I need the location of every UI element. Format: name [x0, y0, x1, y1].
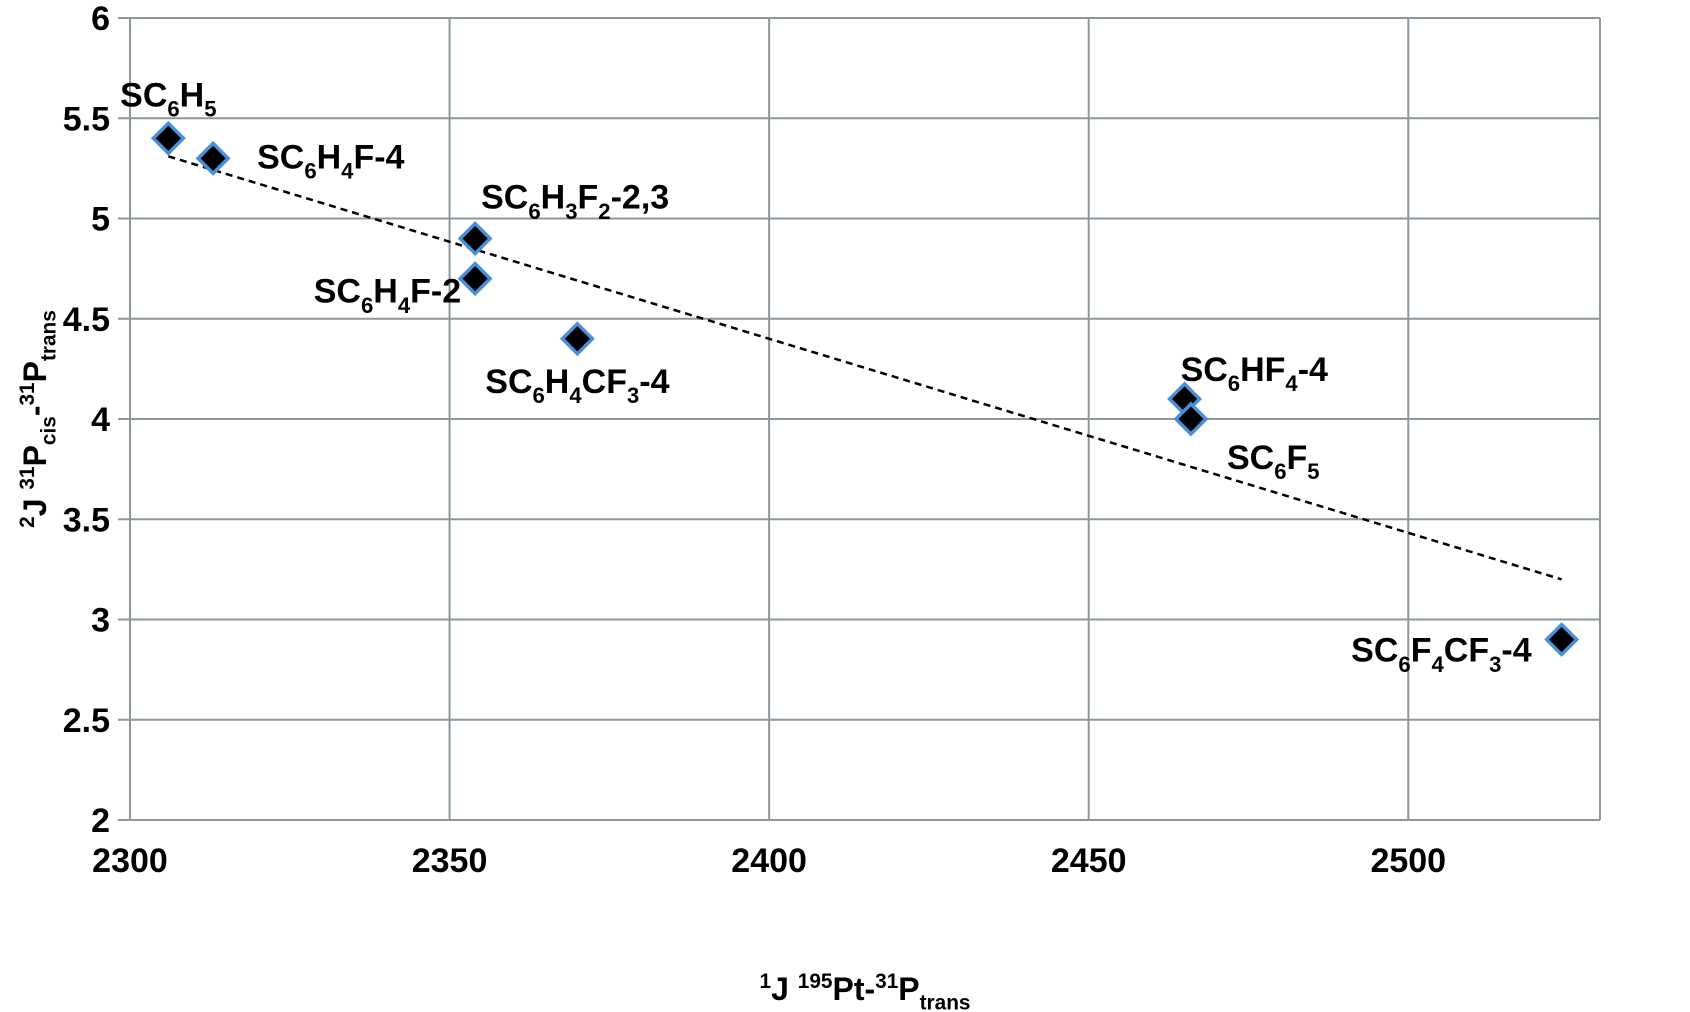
text-part: SC [1181, 351, 1228, 389]
data-point [559, 321, 595, 357]
text-part: 5 [1307, 459, 1319, 484]
data-points [150, 120, 1580, 658]
y-tick-label: 5.5 [63, 100, 110, 138]
text-part: 4 [341, 159, 354, 184]
point-labels: SC6H5SC6H4F-4SC6H3F2-2,3SC6H4F-2SC6H4CF3… [120, 76, 1532, 676]
horizontal-gridlines [118, 17, 1600, 821]
y-tick-label: 4 [91, 401, 110, 439]
text-part: 2 [16, 516, 39, 528]
text-part: 5 [204, 97, 216, 122]
text-part: SC [120, 76, 167, 114]
text-part: H [545, 363, 570, 401]
text-part: 6 [1228, 371, 1240, 396]
text-part: SC [257, 138, 304, 176]
text-part: SC [314, 273, 361, 311]
text-part: 6 [1398, 652, 1410, 677]
data-point [457, 261, 493, 297]
text-part: -4 [1298, 351, 1328, 389]
y-tick-label: 2.5 [63, 702, 110, 740]
x-tick-label: 2400 [731, 842, 807, 880]
text-part: - [17, 406, 53, 417]
trendline [167, 155, 1563, 581]
text-part: F-4 [353, 138, 404, 176]
y-axis-ticks: 2 2.5 3 3.5 4 4.5 5 5.5 6 [63, 0, 110, 840]
text-part: P [898, 971, 919, 1007]
text-part: SC [1351, 632, 1398, 670]
data-point [150, 120, 186, 156]
y-axis-label: 2J 31Pcis-31Ptrans [16, 310, 61, 528]
text-part: 3 [565, 199, 577, 224]
text-part: trans [920, 992, 971, 1012]
text-part: -2,3 [611, 179, 670, 217]
text-part: F [578, 179, 599, 217]
point-label: SC6H4CF3-4 [485, 363, 669, 408]
text-part: 6 [361, 293, 373, 318]
text-part: 4 [569, 383, 582, 408]
text-part: 4 [1285, 371, 1298, 396]
text-part: cis [38, 416, 61, 445]
data-point [195, 140, 231, 176]
text-part: 2 [598, 199, 610, 224]
text-part: 6 [533, 383, 545, 408]
text-part: SC [1227, 439, 1274, 477]
text-part: J [17, 490, 53, 517]
point-label: SC6H4F-4 [257, 138, 404, 183]
point-label: SC6HF4-4 [1181, 351, 1328, 396]
y-tick-label: 4.5 [63, 301, 110, 339]
point-label: SC6H3F2-2,3 [481, 179, 669, 224]
text-part: 4 [398, 293, 411, 318]
data-point [457, 221, 493, 257]
text-part: 3 [1489, 652, 1501, 677]
text-part: 6 [1274, 459, 1286, 484]
x-tick-label: 2350 [412, 842, 488, 880]
text-part: F-2 [410, 273, 461, 311]
text-part: 6 [528, 199, 540, 224]
text-part: 31 [875, 970, 898, 993]
point-label: SC6F5 [1227, 439, 1320, 484]
y-tick-label: 2 [91, 802, 110, 840]
text-part: 6 [167, 97, 179, 122]
text-part: H [541, 179, 566, 217]
text-part: 1 [760, 970, 772, 993]
x-axis-label: 1J 195Pt-31Ptrans [760, 970, 971, 1012]
point-label: SC6H5 [120, 76, 216, 121]
text-part: CF [582, 363, 627, 401]
text-part: SC [481, 179, 528, 217]
text-part: H [317, 138, 342, 176]
point-label: SC6H4F-2 [314, 273, 461, 318]
text-part: -4 [639, 363, 669, 401]
text-part: 4 [1431, 652, 1444, 677]
text-part: -4 [1501, 632, 1531, 670]
text-part: H [180, 76, 205, 114]
trendline-path [167, 155, 1563, 581]
data-point [1173, 401, 1209, 437]
text-part: P [17, 361, 53, 382]
text-part: 3 [627, 383, 639, 408]
x-axis-ticks: 2300 2350 2400 2450 2500 [92, 842, 1446, 880]
x-tick-label: 2450 [1051, 842, 1127, 880]
text-part: 31 [16, 382, 39, 405]
text-part: J [771, 971, 798, 1007]
x-tick-label: 2300 [92, 842, 168, 880]
data-point [1544, 622, 1580, 658]
text-part: trans [38, 310, 61, 361]
text-part: HF [1240, 351, 1285, 389]
y-tick-label: 5 [91, 201, 110, 239]
text-part: 195 [798, 970, 833, 993]
text-part: F [1411, 632, 1432, 670]
point-label: SC6F4CF3-4 [1351, 632, 1532, 677]
text-part: H [373, 273, 398, 311]
text-part: P [17, 445, 53, 466]
text-part: Pt- [832, 971, 875, 1007]
x-tick-label: 2500 [1370, 842, 1446, 880]
text-part: CF [1444, 632, 1489, 670]
text-part: 6 [304, 159, 316, 184]
y-tick-label: 6 [91, 0, 110, 38]
y-tick-label: 3.5 [63, 501, 110, 539]
y-tick-label: 3 [91, 602, 110, 640]
text-part: SC [485, 363, 532, 401]
text-part: 31 [16, 466, 39, 489]
text-part: F [1286, 439, 1307, 477]
